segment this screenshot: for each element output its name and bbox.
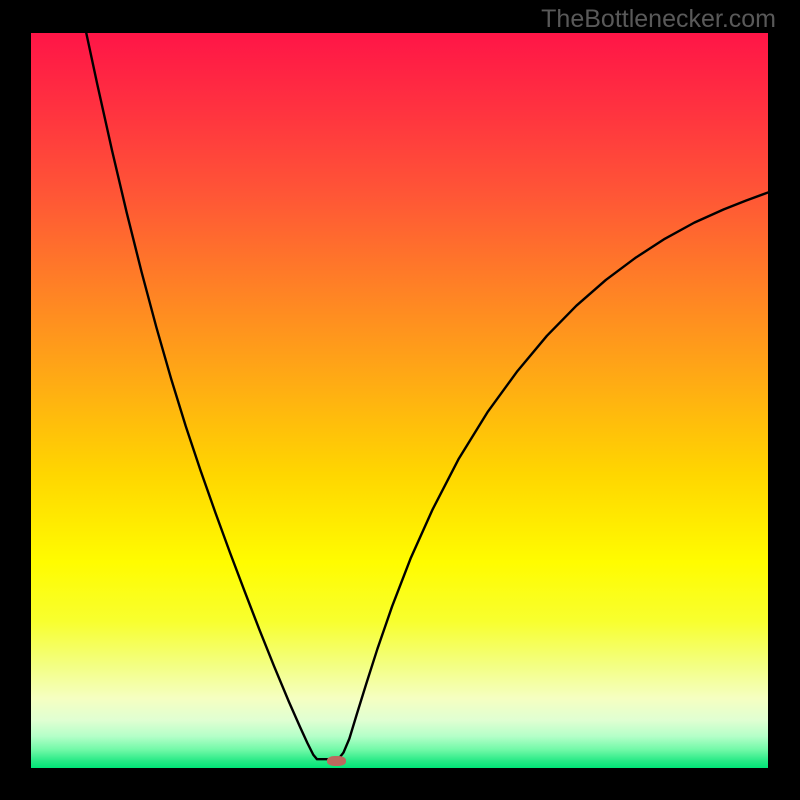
watermark-text: TheBottlenecker.com bbox=[541, 5, 776, 34]
bottleneck-curve bbox=[86, 33, 768, 759]
chart-stage: TheBottlenecker.com bbox=[0, 0, 800, 800]
optimal-point-marker bbox=[327, 756, 346, 766]
plot-area bbox=[31, 33, 768, 768]
curve-overlay bbox=[31, 33, 768, 768]
